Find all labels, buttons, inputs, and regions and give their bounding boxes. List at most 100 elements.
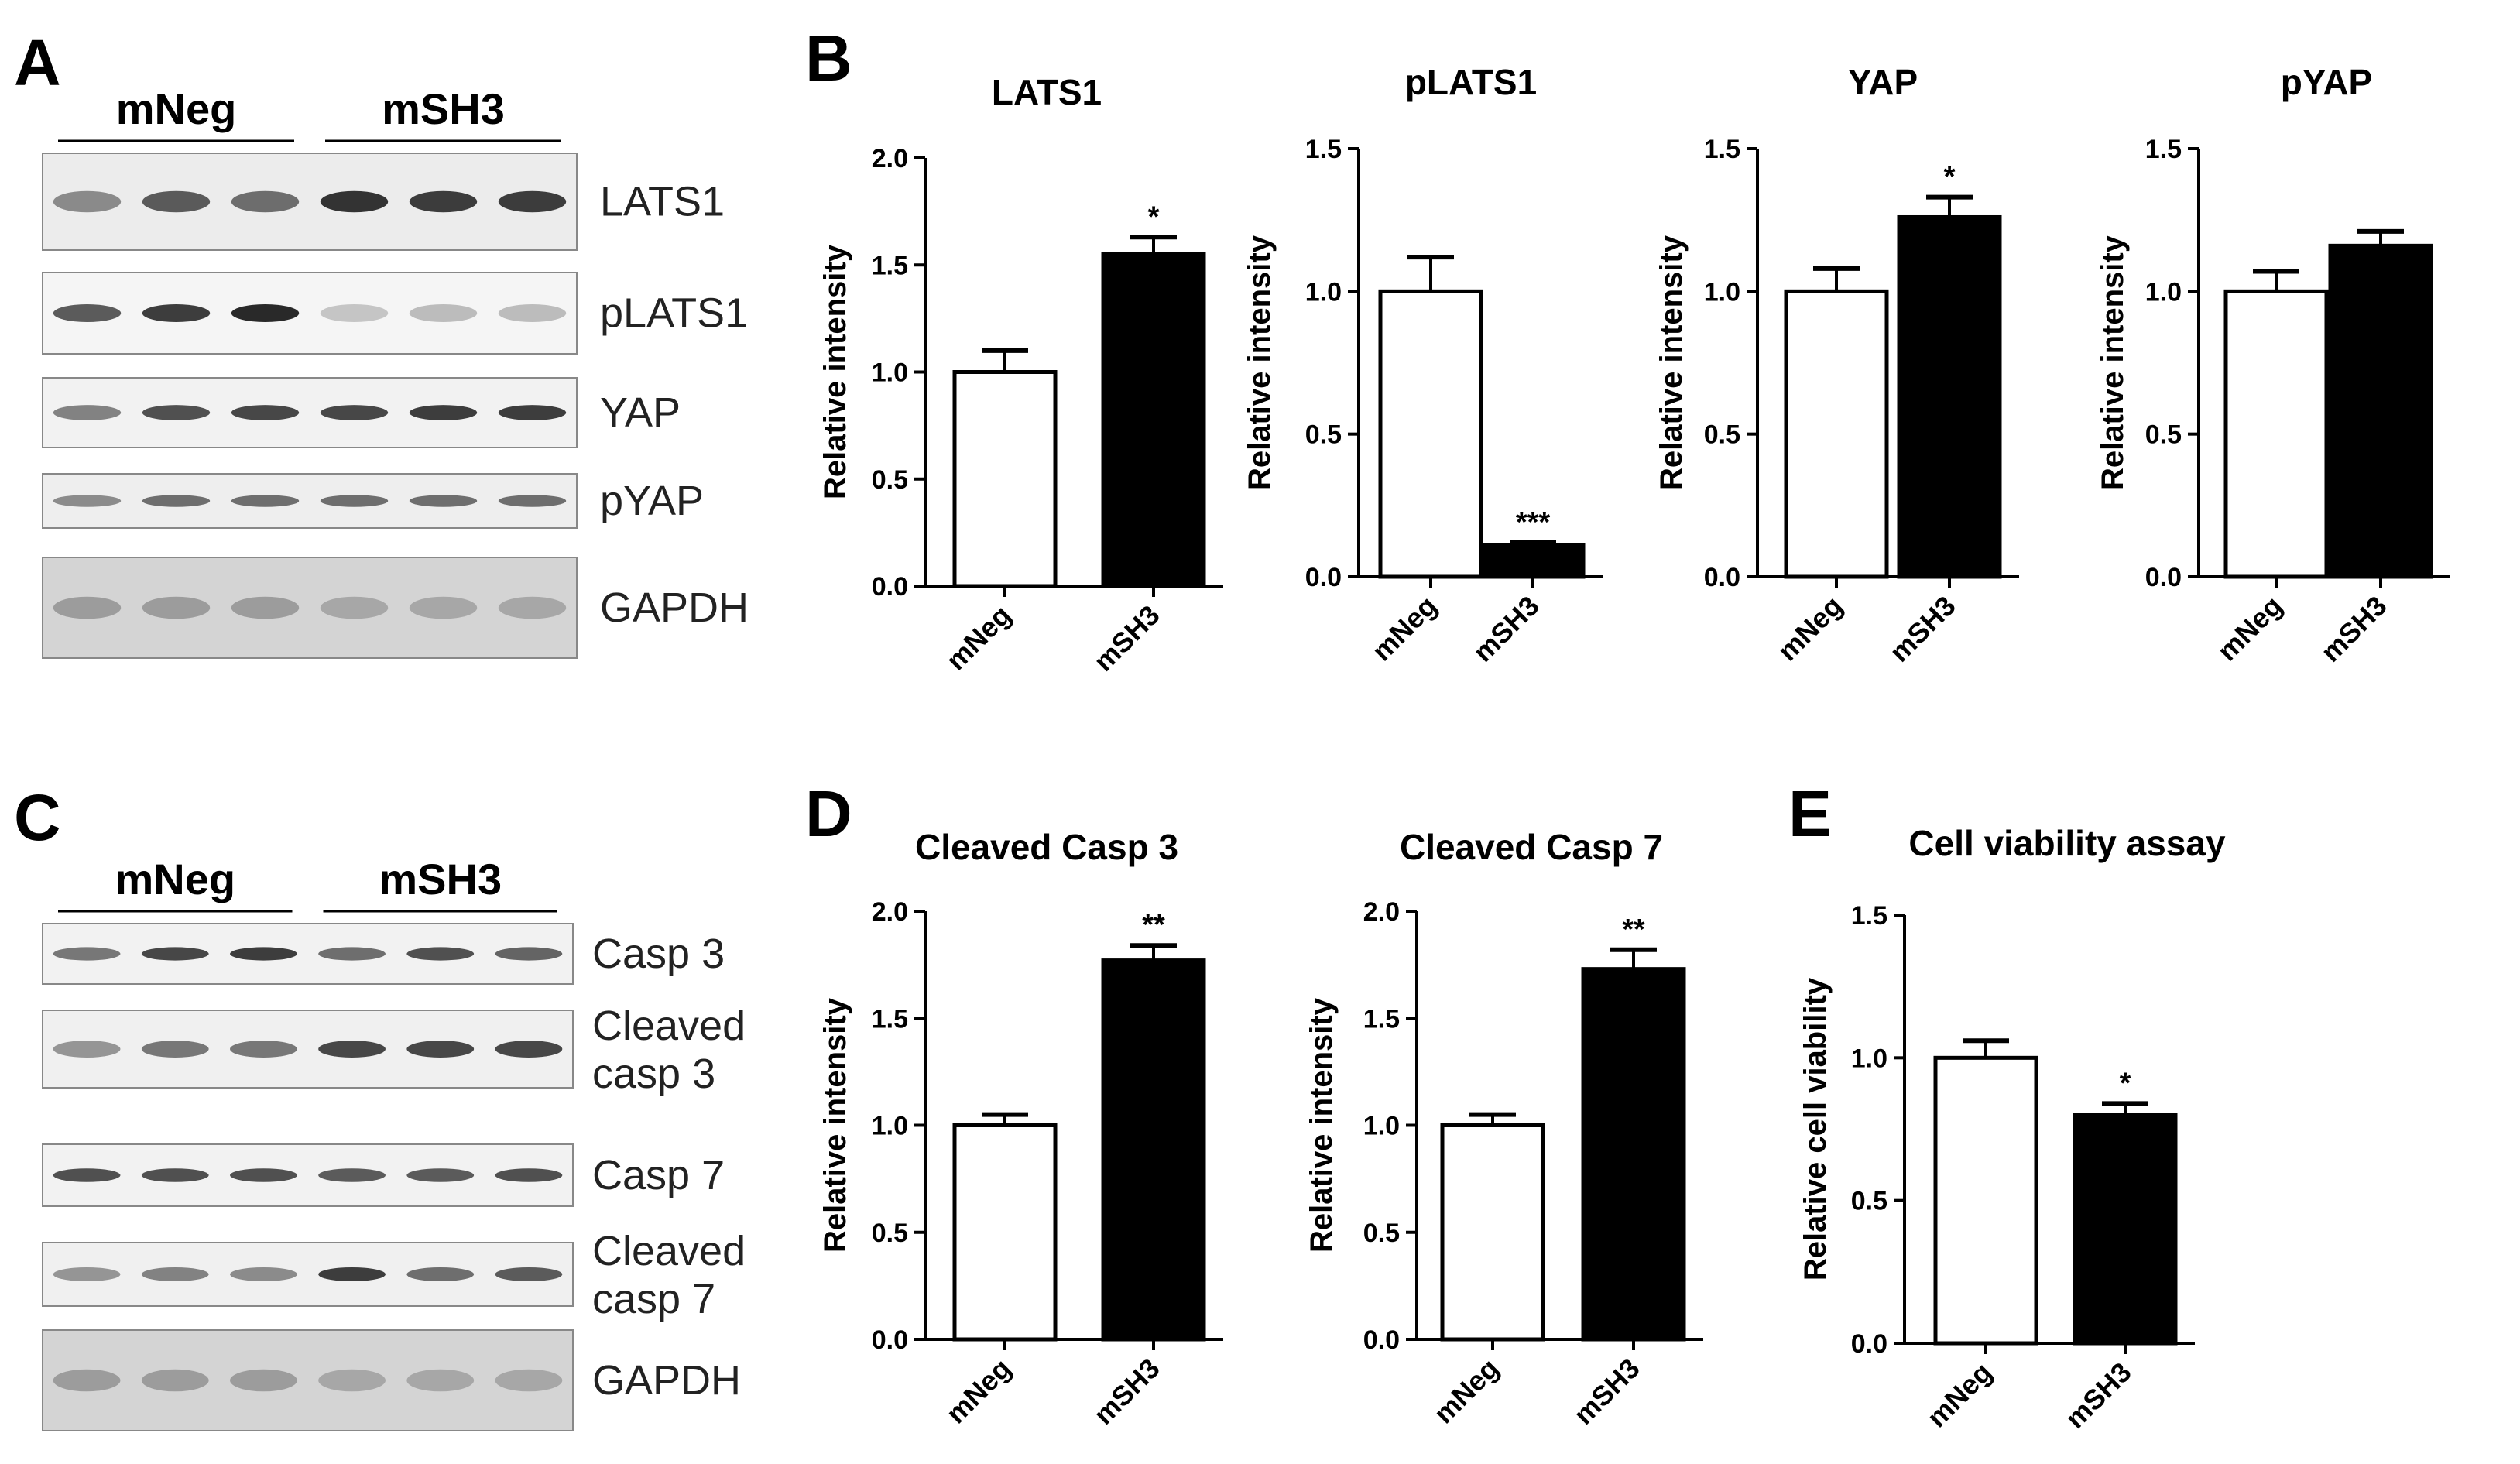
blot-band xyxy=(53,1267,121,1282)
y-tick-label: 0.0 xyxy=(1363,1325,1400,1355)
blot-band xyxy=(498,495,567,507)
category-label-msh3: mSH3 xyxy=(1884,590,1962,668)
bar-mneg xyxy=(1440,1123,1545,1342)
category-label-mneg: mNeg xyxy=(1428,1353,1505,1430)
y-tick-label: 1.5 xyxy=(2145,135,2182,164)
blot-band xyxy=(495,947,563,961)
bar-mneg xyxy=(2223,289,2329,579)
y-tick-label: 1.5 xyxy=(1363,1004,1400,1034)
y-tick-label: 0.5 xyxy=(1363,1219,1400,1248)
blot-band xyxy=(318,1041,386,1058)
chart-lats1: LATS1 0.0 0.5 1.0 1.5 2.0 Relative intensity mN… xyxy=(818,72,1223,677)
chart-pyap: pYAP 0.0 0.5 1.0 1.5 Relative intensity mNeg mS… xyxy=(2096,62,2450,668)
blot-label-cleaved-casp-3: Cleaved casp 3 xyxy=(592,1003,746,1097)
blot-label-casp-3: Casp 3 xyxy=(592,931,725,977)
blot-label-casp-7: Casp 7 xyxy=(592,1152,725,1198)
category-label-mneg: mNeg xyxy=(1366,590,1443,667)
y-axis-label: Relative intensity xyxy=(1654,235,1689,490)
chart-plats1: pLATS1 0.0 0.5 1.0 1.5 Relative intensity mNeg… xyxy=(1243,62,1603,668)
y-tick-label: 1.0 xyxy=(1851,1044,1887,1073)
blot-label-pyap: pYAP xyxy=(600,478,704,524)
chart-cleaved-casp7: Cleaved Casp 7 0.0 0.5 1.0 1.5 2.0 Relative in… xyxy=(1305,827,1703,1431)
blot-membrane xyxy=(42,557,578,659)
blot-band xyxy=(231,303,300,323)
blot-band xyxy=(231,495,300,507)
bar-msh3 xyxy=(1581,967,1686,1342)
y-tick-label: 0.0 xyxy=(1851,1329,1887,1359)
y-tick-label: 1.0 xyxy=(872,1112,908,1141)
blot-band xyxy=(406,1267,475,1282)
blot-membrane xyxy=(42,272,578,355)
y-tick-label: 0.5 xyxy=(872,1219,908,1248)
panel-letter-a: A xyxy=(14,26,61,99)
blot-band xyxy=(231,405,300,420)
bar-msh3 xyxy=(1480,543,1586,579)
y-axis-label: Relative intensity xyxy=(1243,235,1277,490)
blot-band xyxy=(230,1168,297,1182)
blot-label-lats1: LATS1 xyxy=(600,179,725,225)
blot-membrane xyxy=(42,153,578,251)
group-label-mneg: mNeg xyxy=(116,84,237,133)
blot-band xyxy=(498,303,567,323)
y-tick-label: 1.0 xyxy=(1363,1112,1400,1141)
blot-band xyxy=(320,405,389,420)
y-tick-label: 1.0 xyxy=(2145,277,2182,307)
blot-label-cleaved-casp-7: Cleaved casp 7 xyxy=(592,1228,746,1322)
bar-mneg xyxy=(1378,289,1483,579)
significance-label: * xyxy=(2120,1067,2131,1099)
blot-band xyxy=(141,1168,209,1182)
blot-band xyxy=(409,190,478,213)
blot-band xyxy=(498,190,567,213)
bar-msh3 xyxy=(2328,243,2433,579)
category-label-mneg: mNeg xyxy=(940,599,1017,677)
blot-band xyxy=(406,1041,475,1058)
blot-band xyxy=(409,596,478,619)
blot-strip-cleaved-casp-7: Cleaved casp 7 xyxy=(42,1228,746,1322)
significance-label: ** xyxy=(1142,909,1165,941)
blot-membrane xyxy=(42,1143,574,1207)
blot-membrane xyxy=(42,923,574,985)
blot-band xyxy=(141,947,209,961)
blot-membrane xyxy=(42,377,578,448)
y-tick-label: 0.0 xyxy=(872,1325,908,1355)
blot-band xyxy=(406,1168,475,1182)
blot-band xyxy=(142,495,211,507)
blot-strip-lats1: LATS1 xyxy=(42,153,725,251)
y-tick-label: 0.5 xyxy=(1305,420,1342,450)
chart-yap: YAP 0.0 0.5 1.0 1.5 Relative intensity mNeg mSH… xyxy=(1654,62,2019,668)
blot-strip-cleaved-casp-3: Cleaved casp 3 xyxy=(42,1003,746,1097)
y-tick-label: 0.0 xyxy=(872,572,908,602)
y-tick-label: 1.0 xyxy=(1704,277,1740,307)
blot-band xyxy=(53,1369,121,1392)
blot-strip-casp-7: Casp 7 xyxy=(42,1143,725,1207)
y-axis-label: Relative intensity xyxy=(818,997,852,1253)
blot-strip-gapdh: GAPDH xyxy=(42,1329,741,1431)
blot-label-gapdh: GAPDH xyxy=(592,1357,741,1404)
y-tick-label: 2.0 xyxy=(1363,897,1400,927)
blot-band xyxy=(320,495,389,507)
blot-band xyxy=(230,947,297,961)
blot-band xyxy=(141,1369,209,1392)
blot-band xyxy=(409,495,478,507)
blot-band xyxy=(53,405,122,420)
chart-cell-viability: Cell viability assay 0.0 0.5 1.0 1.5 Relative… xyxy=(1798,823,2226,1435)
blot-band xyxy=(409,303,478,323)
blot-label-yap: YAP xyxy=(600,389,681,436)
blot-band xyxy=(142,190,211,213)
category-label-mneg: mNeg xyxy=(940,1353,1017,1430)
bar-mneg xyxy=(952,370,1058,588)
bar-mneg xyxy=(1933,1055,2038,1346)
blot-band xyxy=(53,947,121,961)
y-tick-label: 1.0 xyxy=(1305,277,1342,307)
blot-membrane xyxy=(42,1329,574,1431)
significance-label: *** xyxy=(1516,506,1551,539)
category-label-msh3: mSH3 xyxy=(1088,599,1166,677)
group-label-msh3: mSH3 xyxy=(379,855,502,903)
blot-band xyxy=(141,1267,209,1282)
category-label-mneg: mNeg xyxy=(1771,590,1849,667)
chart-title: Cleaved Casp 7 xyxy=(1400,827,1663,867)
y-axis-label: Relative intensity xyxy=(2096,235,2130,490)
bar-msh3 xyxy=(2073,1113,2178,1346)
y-tick-label: 1.5 xyxy=(872,251,908,280)
